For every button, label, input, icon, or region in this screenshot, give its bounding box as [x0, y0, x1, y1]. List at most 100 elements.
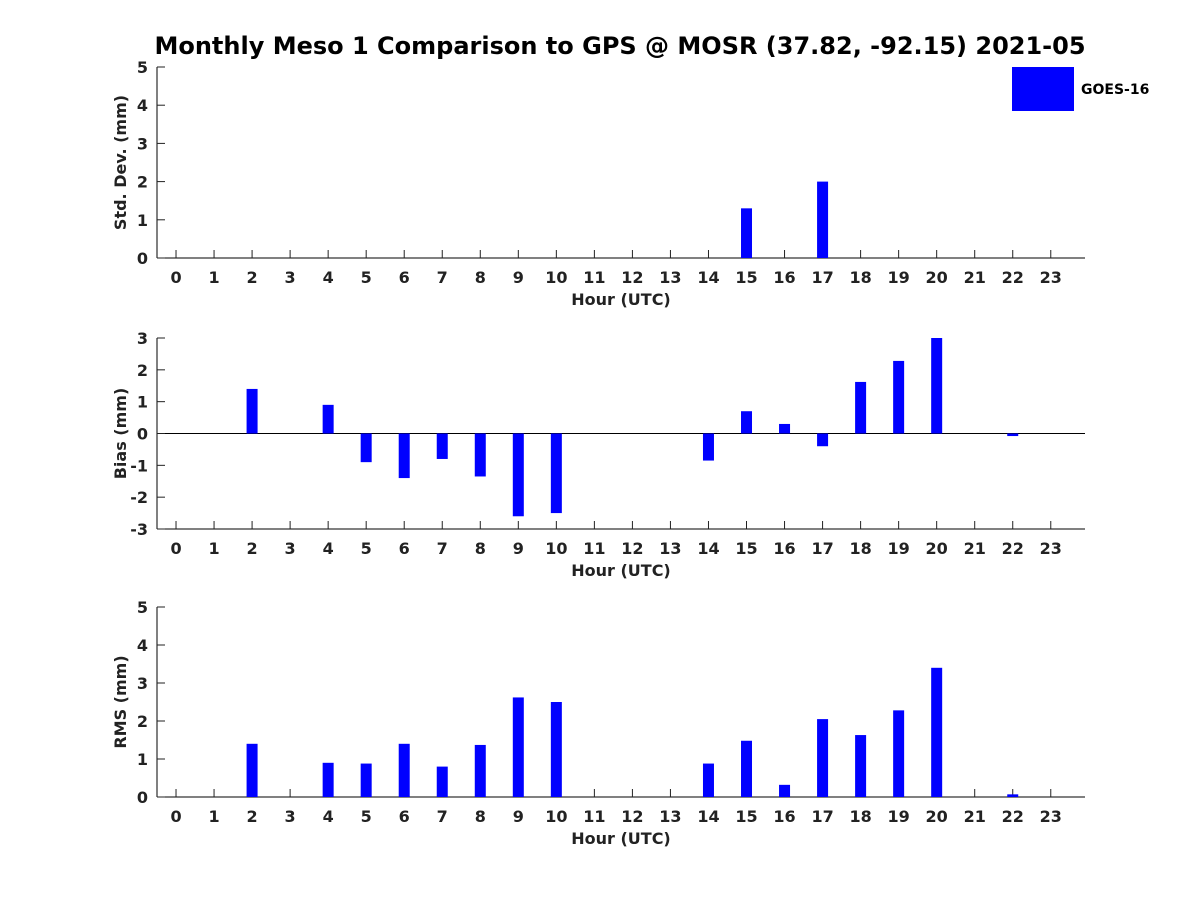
x-tick-label: 9: [513, 807, 524, 826]
legend-swatch: [1012, 67, 1074, 111]
bar-hour-15: [741, 740, 753, 797]
x-tick-label: 8: [475, 268, 486, 287]
x-tick-label: 6: [399, 539, 410, 558]
y-tick-label: 4: [137, 636, 148, 655]
x-tick-label: 15: [735, 268, 757, 287]
bar-hour-10: [550, 702, 562, 797]
x-tick-label: 21: [964, 268, 986, 287]
x-tick-label: 7: [437, 807, 448, 826]
x-tick-label: 3: [285, 268, 296, 287]
bar-hour-20: [931, 667, 943, 797]
bar-hour-18: [855, 381, 867, 434]
x-tick-label: 18: [849, 539, 871, 558]
y-tick-label: -1: [130, 456, 148, 475]
bar-hour-9: [512, 697, 524, 797]
y-axis-label: Std. Dev. (mm): [111, 95, 130, 230]
x-tick-label: 23: [1040, 539, 1062, 558]
x-tick-label: 17: [811, 268, 833, 287]
x-tick-label: 21: [964, 539, 986, 558]
x-tick-label: 5: [361, 268, 372, 287]
y-tick-label: 3: [137, 134, 148, 153]
x-tick-label: 15: [735, 539, 757, 558]
figure-title: Monthly Meso 1 Comparison to GPS @ MOSR …: [154, 32, 1085, 60]
x-tick-label: 11: [583, 268, 605, 287]
x-axis-label: Hour (UTC): [571, 290, 671, 309]
y-tick-label: 5: [137, 58, 148, 77]
y-tick-label: 2: [137, 712, 148, 731]
x-tick-label: 22: [1002, 807, 1024, 826]
x-tick-label: 1: [208, 807, 219, 826]
x-tick-label: 19: [888, 807, 910, 826]
x-tick-label: 12: [621, 268, 643, 287]
y-tick-label: 5: [137, 598, 148, 617]
bar-hour-16: [779, 423, 791, 434]
x-tick-label: 15: [735, 807, 757, 826]
bar-hour-6: [398, 433, 410, 479]
x-tick-label: 20: [926, 807, 948, 826]
x-tick-label: 14: [697, 539, 719, 558]
x-tick-label: 22: [1002, 539, 1024, 558]
x-tick-label: 23: [1040, 807, 1062, 826]
y-tick-label: 2: [137, 361, 148, 380]
x-tick-label: 17: [811, 807, 833, 826]
x-tick-label: 5: [361, 807, 372, 826]
x-tick-label: 4: [323, 807, 334, 826]
x-tick-label: 10: [545, 268, 567, 287]
x-tick-label: 16: [773, 539, 795, 558]
y-tick-label: 0: [137, 249, 148, 268]
bar-hour-2: [246, 743, 258, 797]
y-tick-label: 1: [137, 211, 148, 230]
x-tick-label: 5: [361, 539, 372, 558]
x-tick-label: 6: [399, 807, 410, 826]
y-tick-label: 3: [137, 674, 148, 693]
x-tick-label: 7: [437, 268, 448, 287]
bar-hour-14: [702, 763, 714, 797]
bar-hour-4: [322, 404, 334, 434]
x-tick-label: 0: [170, 807, 181, 826]
x-tick-label: 11: [583, 807, 605, 826]
y-tick-label: 3: [137, 329, 148, 348]
y-tick-label: 2: [137, 173, 148, 192]
x-tick-label: 4: [323, 268, 334, 287]
x-tick-label: 13: [659, 268, 681, 287]
bar-hour-22: [1007, 433, 1019, 437]
x-tick-label: 19: [888, 268, 910, 287]
y-tick-label: -2: [130, 488, 148, 507]
bar-hour-10: [550, 433, 562, 514]
x-tick-label: 2: [247, 807, 258, 826]
bar-hour-15: [741, 208, 753, 258]
y-tick-label: 0: [137, 788, 148, 807]
x-tick-label: 20: [926, 268, 948, 287]
bar-hour-20: [931, 338, 943, 434]
x-tick-label: 18: [849, 268, 871, 287]
x-axis-label: Hour (UTC): [571, 829, 671, 848]
bar-hour-4: [322, 762, 334, 797]
x-tick-label: 14: [697, 268, 719, 287]
x-tick-label: 7: [437, 539, 448, 558]
bar-hour-16: [779, 784, 791, 797]
bar-hour-17: [817, 181, 829, 258]
x-tick-label: 13: [659, 807, 681, 826]
y-tick-label: -3: [130, 520, 148, 539]
x-tick-label: 0: [170, 539, 181, 558]
bar-hour-22: [1007, 794, 1019, 797]
bar-hour-6: [398, 743, 410, 797]
x-tick-label: 10: [545, 539, 567, 558]
legend-label: GOES-16: [1081, 82, 1149, 98]
x-tick-label: 3: [285, 539, 296, 558]
bar-hour-17: [817, 433, 829, 447]
x-tick-label: 0: [170, 268, 181, 287]
x-tick-label: 17: [811, 539, 833, 558]
x-tick-label: 3: [285, 807, 296, 826]
y-tick-label: 0: [137, 425, 148, 444]
bar-hour-5: [360, 433, 372, 463]
x-tick-label: 16: [773, 268, 795, 287]
x-tick-label: 23: [1040, 268, 1062, 287]
bar-hour-8: [474, 744, 486, 797]
x-tick-label: 8: [475, 807, 486, 826]
x-tick-label: 1: [208, 268, 219, 287]
x-tick-label: 13: [659, 539, 681, 558]
x-tick-label: 20: [926, 539, 948, 558]
